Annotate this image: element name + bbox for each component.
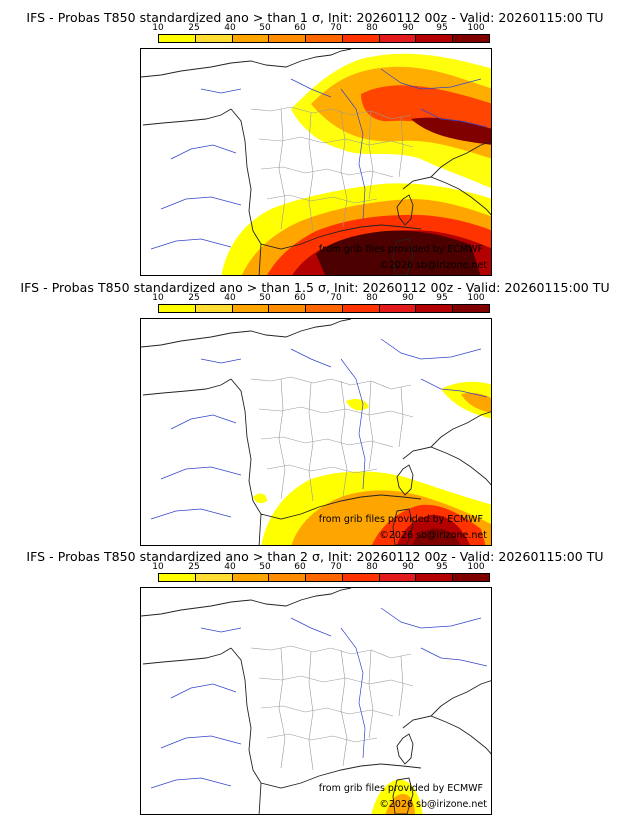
tick-label: 95 xyxy=(436,23,448,33)
tick-label: 50 xyxy=(259,23,271,33)
tick-label: 50 xyxy=(259,562,271,572)
tick-label: 95 xyxy=(436,293,448,303)
swatch xyxy=(195,35,233,42)
tick-label: 90 xyxy=(402,562,414,572)
tick-label: 80 xyxy=(366,562,378,572)
swatch xyxy=(342,574,380,581)
swatch xyxy=(232,305,270,312)
tick-label: 40 xyxy=(224,293,236,303)
colorbar: 10 25 40 50 60 70 80 90 95 100 xyxy=(152,23,490,45)
panel-1: IFS - Probas T850 standardized ano > tha… xyxy=(0,0,630,276)
swatch xyxy=(453,35,490,42)
swatch xyxy=(342,305,380,312)
colorbar-ticks: 10 25 40 50 60 70 80 90 95 100 xyxy=(152,562,490,572)
swatch xyxy=(159,35,196,42)
swatch xyxy=(379,574,417,581)
tick-label: 90 xyxy=(402,23,414,33)
tick-label: 25 xyxy=(188,293,200,303)
credit-source: from grib files provided by ECMWF xyxy=(318,514,483,525)
swatch xyxy=(159,574,196,581)
tick-label: 60 xyxy=(294,23,306,33)
tick-label: 100 xyxy=(467,293,485,303)
tick-label: 40 xyxy=(224,562,236,572)
tick-label: 10 xyxy=(152,23,164,33)
panel-title: IFS - Probas T850 standardized ano > tha… xyxy=(20,280,610,295)
colorbar-swatches xyxy=(158,34,490,43)
swatch xyxy=(379,305,417,312)
tick-label: 100 xyxy=(467,23,485,33)
tick-label: 50 xyxy=(259,293,271,303)
swatch xyxy=(195,305,233,312)
tick-label: 25 xyxy=(188,562,200,572)
probability-map: from grib files provided by ECMWF ©2026 … xyxy=(140,318,492,546)
swatch xyxy=(306,35,343,42)
tick-label: 90 xyxy=(402,293,414,303)
swatch xyxy=(416,35,454,42)
tick-label: 10 xyxy=(152,293,164,303)
colorbar-ticks: 10 25 40 50 60 70 80 90 95 100 xyxy=(152,23,490,33)
tick-label: 40 xyxy=(224,23,236,33)
swatch xyxy=(159,305,196,312)
credit-source: from grib files provided by ECMWF xyxy=(318,244,483,255)
tick-label: 25 xyxy=(188,23,200,33)
credit-site: ©2026 sb@irizone.net xyxy=(379,260,487,271)
tick-label: 70 xyxy=(330,293,342,303)
tick-label: 100 xyxy=(467,562,485,572)
tick-label: 80 xyxy=(366,23,378,33)
swatch xyxy=(232,35,270,42)
swatch xyxy=(269,35,307,42)
swatch xyxy=(453,574,490,581)
credit-site: ©2026 sb@irizone.net xyxy=(379,799,487,810)
probability-map: from grib files provided by ECMWF ©2026 … xyxy=(140,587,492,815)
tick-label: 60 xyxy=(294,293,306,303)
swatch xyxy=(379,35,417,42)
swatch xyxy=(453,305,490,312)
tick-label: 80 xyxy=(366,293,378,303)
tick-label: 70 xyxy=(330,562,342,572)
tick-label: 60 xyxy=(294,562,306,572)
tick-label: 10 xyxy=(152,562,164,572)
tick-label: 70 xyxy=(330,23,342,33)
swatch xyxy=(269,574,307,581)
swatch xyxy=(195,574,233,581)
credit-site: ©2026 sb@irizone.net xyxy=(379,530,487,541)
swatch xyxy=(416,574,454,581)
panel-title: IFS - Probas T850 standardized ano > tha… xyxy=(26,10,604,25)
swatch xyxy=(306,574,343,581)
swatch xyxy=(342,35,380,42)
colorbar-swatches xyxy=(158,304,490,313)
panel-2: IFS - Probas T850 standardized ano > tha… xyxy=(0,270,630,546)
colorbar-swatches xyxy=(158,573,490,582)
colorbar: 10 25 40 50 60 70 80 90 95 100 xyxy=(152,293,490,315)
tick-label: 95 xyxy=(436,562,448,572)
colorbar-ticks: 10 25 40 50 60 70 80 90 95 100 xyxy=(152,293,490,303)
credit-source: from grib files provided by ECMWF xyxy=(318,783,483,794)
swatch xyxy=(306,305,343,312)
panel-title: IFS - Probas T850 standardized ano > tha… xyxy=(26,549,604,564)
panel-3: IFS - Probas T850 standardized ano > tha… xyxy=(0,539,630,815)
colorbar: 10 25 40 50 60 70 80 90 95 100 xyxy=(152,562,490,584)
swatch xyxy=(416,305,454,312)
probability-map: from grib files provided by ECMWF ©2026 … xyxy=(140,48,492,276)
swatch xyxy=(269,305,307,312)
swatch xyxy=(232,574,270,581)
